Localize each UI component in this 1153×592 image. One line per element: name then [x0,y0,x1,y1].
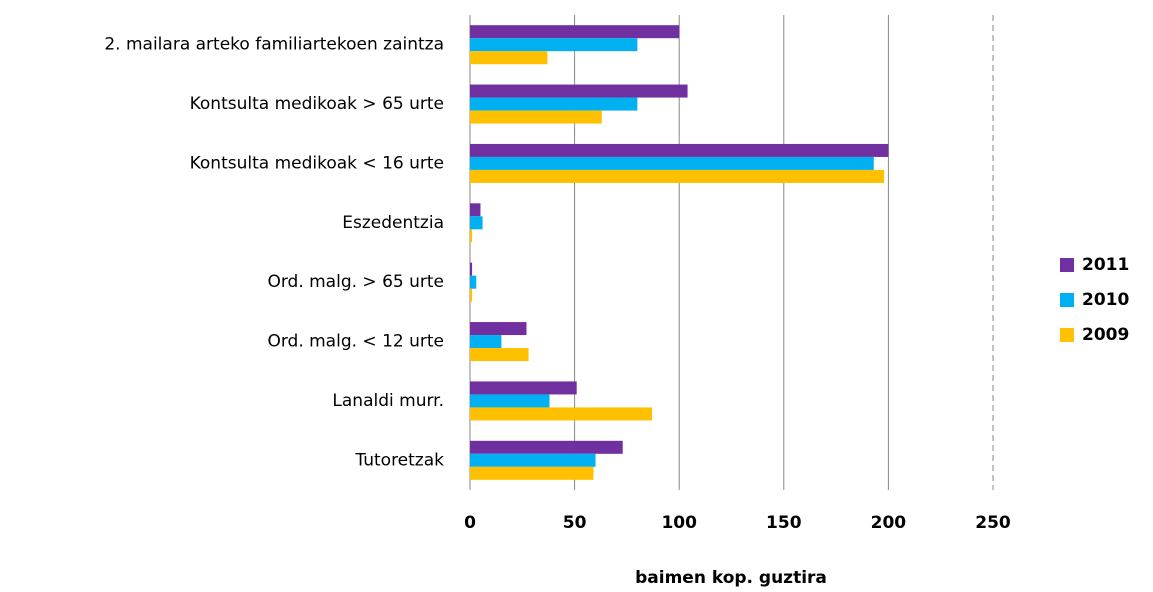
bar [470,335,502,349]
legend-swatch [1060,328,1074,342]
bar [470,203,481,217]
legend-label: 2009 [1082,325,1129,345]
bar [470,394,550,408]
x-tick-label: 150 [766,513,802,533]
bar [470,381,577,395]
bar [470,156,874,170]
bar [470,84,688,98]
bar [470,25,680,39]
bar [470,143,889,157]
bar [470,110,602,124]
legend-swatch [1060,258,1074,272]
legend-swatch [1060,293,1074,307]
bar [470,229,473,243]
y-tick-label: Kontsulta medikoak > 65 urte [190,94,444,114]
bar [470,407,653,421]
y-tick-label: 2. mailara arteko familiartekoen zaintza [104,35,444,55]
bar [470,466,594,480]
bar [470,169,885,183]
y-tick-label: Ord. malg. > 65 urte [267,272,444,292]
x-tick-label: 250 [975,513,1011,533]
bar [470,348,529,362]
x-tick-label: 100 [661,513,697,533]
bar [470,38,638,52]
bar [470,51,548,65]
y-tick-label: Tutoretzak [354,450,444,470]
bar [470,275,477,289]
x-axis-label: baimen kop. guztira [635,568,827,588]
bar [470,453,596,467]
y-tick-label: Eszedentzia [342,213,444,233]
y-tick-label: Ord. malg. < 12 urte [267,332,444,352]
y-tick-label: Lanaldi murr. [332,391,444,411]
legend-label: 2011 [1082,255,1129,275]
x-tick-label: 0 [464,513,476,533]
x-tick-label: 50 [563,513,587,533]
bar [470,97,638,111]
bar [470,262,473,276]
bar [470,440,623,454]
bar [470,216,483,230]
x-tick-label: 200 [871,513,907,533]
legend-label: 2010 [1082,290,1129,310]
bar [470,288,473,302]
y-tick-label: Kontsulta medikoak < 16 urte [190,153,444,173]
bar [470,322,527,336]
